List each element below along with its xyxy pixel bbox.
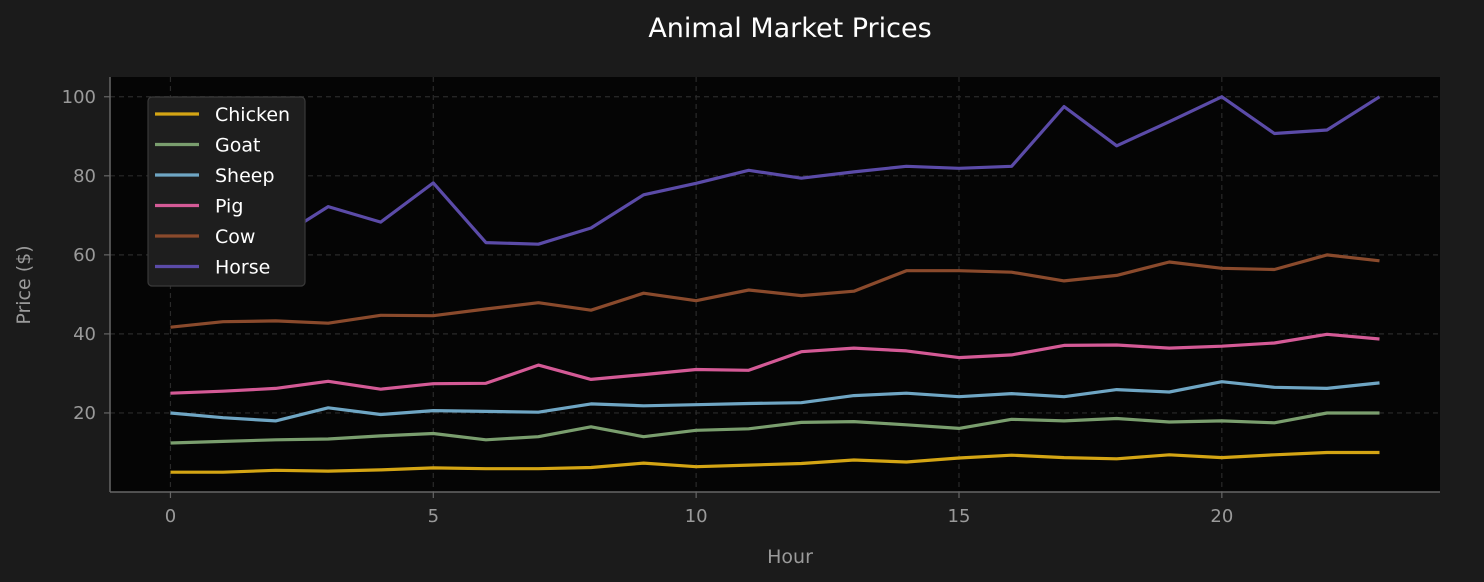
legend-label-cow: Cow	[215, 226, 255, 248]
y-tick-label: 80	[73, 166, 96, 187]
axes	[109, 77, 1440, 493]
legend: Chicken Goat Sheep Pig Cow Horse	[147, 96, 306, 287]
x-tick-label: 20	[1210, 506, 1233, 527]
y-tick-label: 40	[73, 324, 96, 345]
y-tick-label: 60	[73, 245, 96, 266]
x-tick-label: 15	[948, 506, 971, 527]
x-axis-label: Hour	[767, 546, 813, 568]
series-lines	[170, 95, 1381, 474]
series-line-horse	[170, 95, 1381, 257]
legend-label-sheep: Sheep	[215, 165, 275, 187]
x-tick-label: 5	[428, 506, 439, 527]
series-line-chicken	[170, 450, 1380, 474]
tick-labels: 0 5 10 15 20 20 40 60 80 100	[62, 87, 1234, 527]
legend-label-horse: Horse	[215, 257, 270, 279]
series-line-cow	[170, 253, 1380, 329]
legend-label-chicken: Chicken	[215, 104, 290, 126]
series-line-goat	[170, 411, 1380, 445]
x-tick-label: 10	[685, 506, 708, 527]
legend-label-pig: Pig	[215, 196, 243, 218]
series-line-sheep	[170, 380, 1380, 423]
legend-label-goat: Goat	[215, 135, 260, 157]
y-tick-label: 20	[73, 403, 96, 424]
series-line-pig	[170, 332, 1380, 395]
y-axis-label: Price ($)	[13, 245, 35, 324]
x-tick-label: 0	[165, 506, 176, 527]
plot-area	[110, 77, 1440, 492]
y-tick-label: 100	[62, 87, 96, 108]
chart-title: Animal Market Prices	[648, 13, 931, 44]
